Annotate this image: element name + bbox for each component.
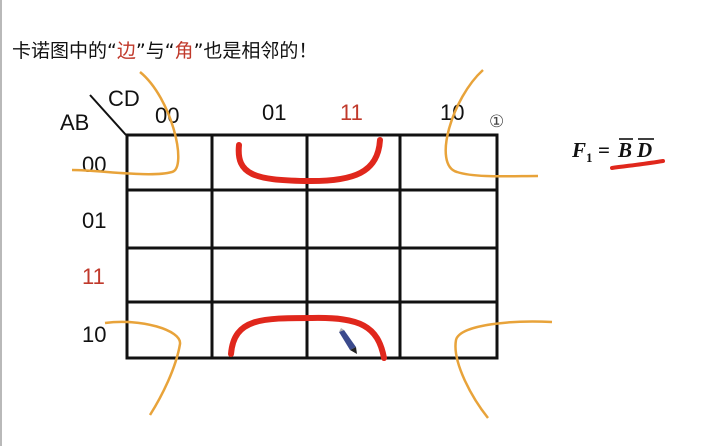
- orange-corner-bottom-left: [104, 320, 182, 416]
- kmap-col-label-00: 00: [155, 103, 179, 128]
- formula-term-b: B: [617, 138, 632, 162]
- kmap-row-label-10: 10: [82, 322, 106, 347]
- orange-corner-top-left: [71, 71, 180, 176]
- kmap-grid: [125, 133, 499, 360]
- red-top-group-mark: [235, 137, 383, 185]
- heading-text-3: ”也是相邻的！: [193, 40, 318, 62]
- formula-red-underline: [610, 159, 665, 170]
- heading-text-2: ”与“: [135, 40, 175, 62]
- window-edge: [0, 0, 2, 446]
- kmap-col-label-11: 11: [340, 100, 363, 125]
- formula-equals: =: [598, 138, 610, 162]
- formula-lhs: F: [571, 138, 586, 162]
- kmap-row-label-11: 11: [82, 264, 105, 289]
- formula-term-d: D: [636, 138, 652, 162]
- kmap-col-label-01: 01: [262, 100, 286, 125]
- kmap-row-variable: AB: [60, 110, 89, 135]
- kmap-row-label-01: 01: [82, 208, 106, 233]
- formula-subscript: 1: [586, 150, 593, 165]
- circled-one-badge: ①: [489, 112, 504, 132]
- kmap-diagonal-line: [89, 94, 127, 136]
- orange-corner-bottom-right: [454, 320, 553, 419]
- kmap-col-variable: CD: [108, 86, 140, 111]
- slide-heading: 卡诺图中的“边”与“角”也是相邻的！: [12, 36, 317, 63]
- heading-text-1: 卡诺图中的“: [12, 40, 117, 62]
- heading-word-corner: 角: [174, 40, 194, 62]
- pen-cursor-icon: [339, 328, 357, 354]
- kmap-row-label-00: 00: [82, 152, 106, 177]
- result-formula: F 1 = B D: [571, 138, 665, 170]
- orange-corner-top-right: [444, 69, 539, 178]
- red-bottom-group-mark: [228, 314, 387, 361]
- heading-word-edge: 边: [116, 40, 136, 62]
